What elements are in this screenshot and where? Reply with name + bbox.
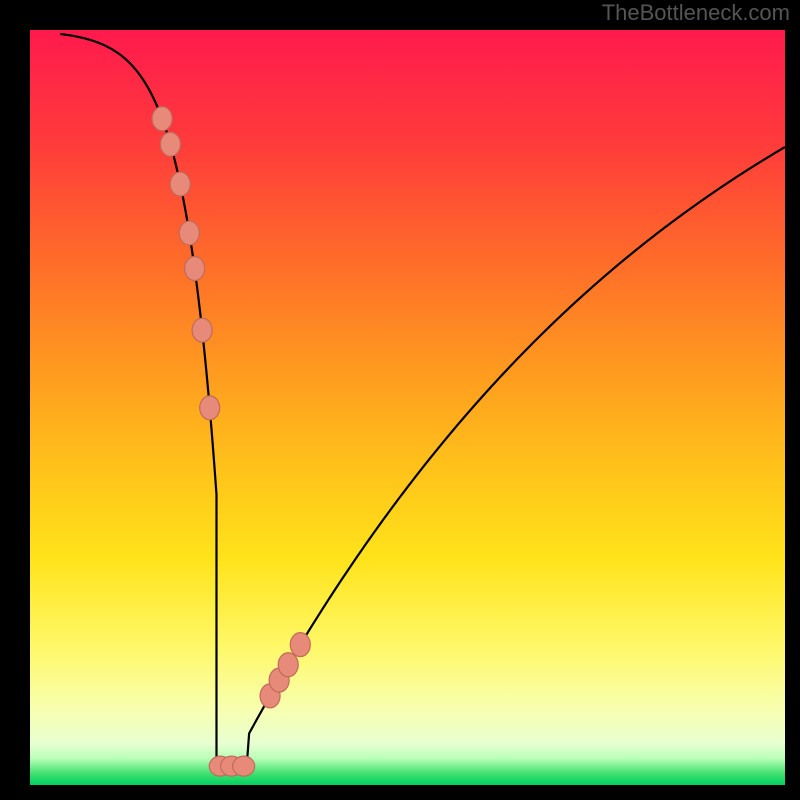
curve-marker	[192, 318, 212, 342]
curve-marker	[278, 653, 298, 677]
curve-marker	[179, 221, 199, 245]
plot-background	[30, 30, 785, 785]
watermark-text: TheBottleneck.com	[602, 0, 790, 26]
curve-marker	[200, 396, 220, 420]
curve-marker	[160, 132, 180, 156]
curve-marker	[152, 107, 172, 131]
chart-container: TheBottleneck.com	[0, 0, 800, 800]
curve-marker	[170, 172, 190, 196]
curve-marker	[290, 633, 310, 657]
curve-marker-bottom	[233, 756, 255, 776]
chart-svg	[0, 0, 800, 800]
curve-marker	[185, 257, 205, 281]
